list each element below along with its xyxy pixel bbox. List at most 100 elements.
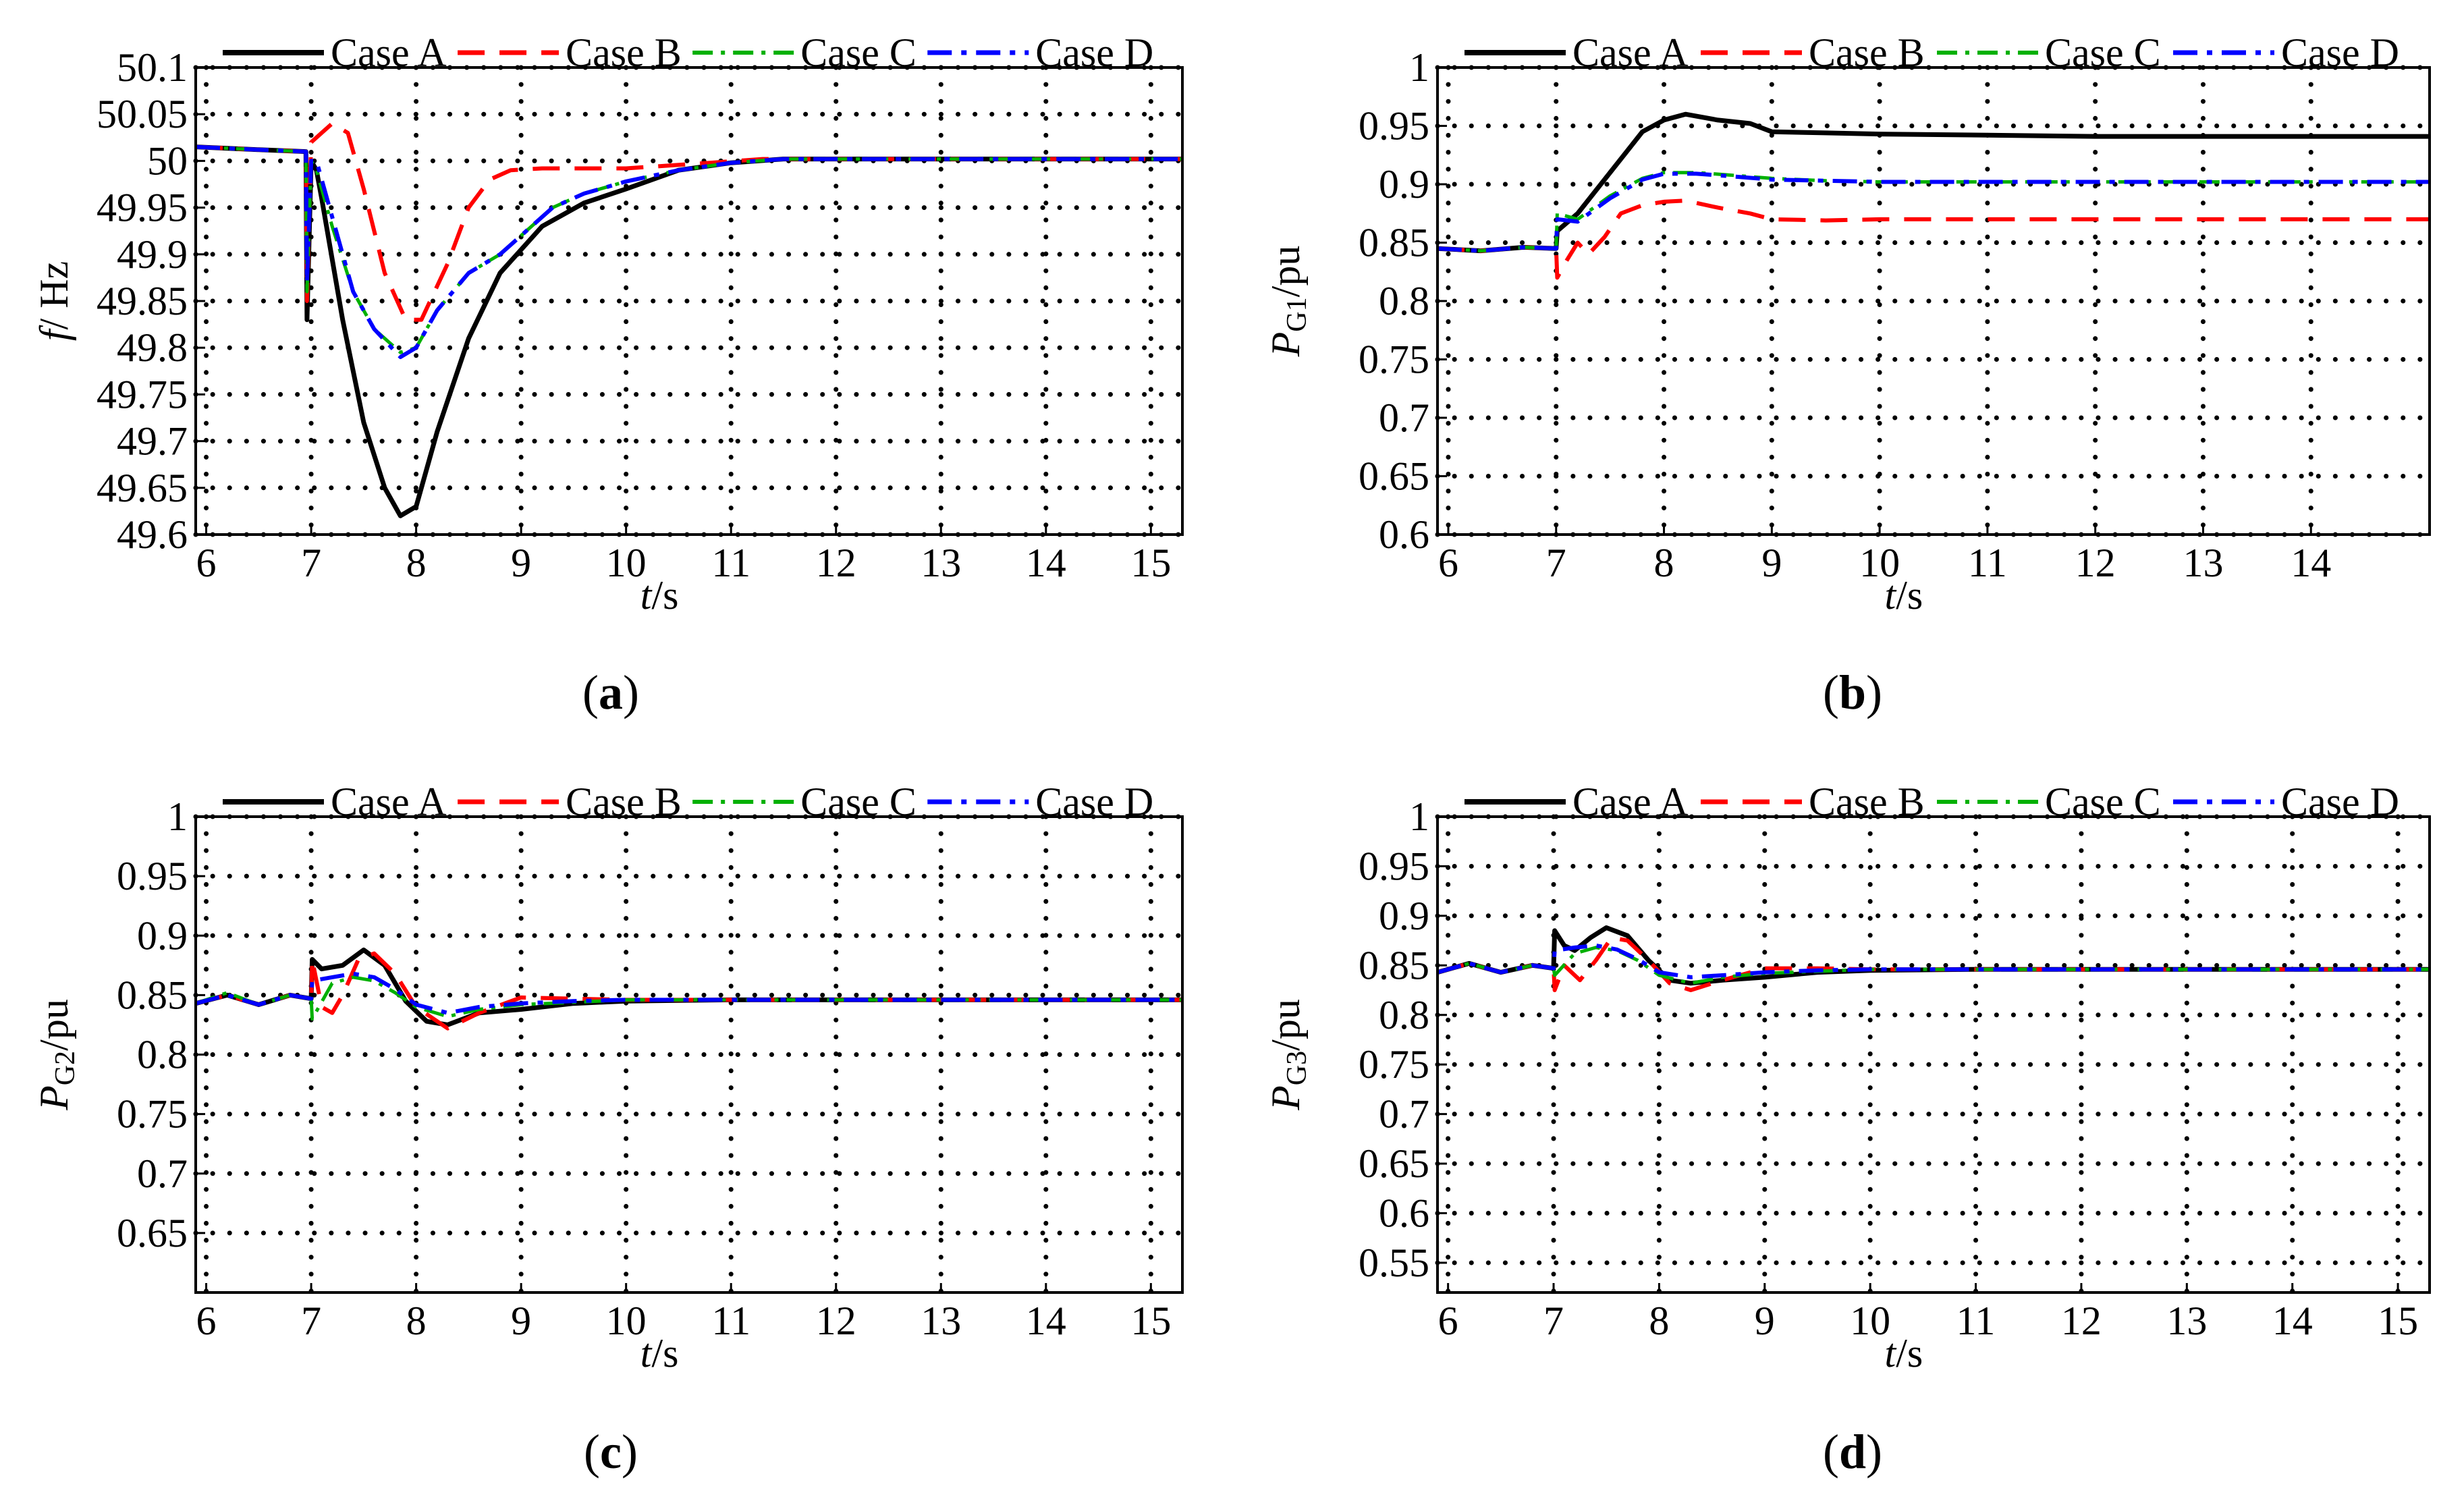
x-tick-label: 8 xyxy=(406,1299,427,1343)
y-tick-label: 0.75 xyxy=(1359,1042,1429,1087)
y-axis-label: PG1/pu xyxy=(1263,246,1313,358)
legend-label: Case D xyxy=(1035,30,1153,75)
y-tick-label: 0.95 xyxy=(117,854,188,898)
y-axis-label-unit: /pu xyxy=(32,999,76,1051)
x-tick-label: 7 xyxy=(1546,541,1566,585)
legend-label: Case D xyxy=(2281,30,2399,75)
y-tick-label: 0.75 xyxy=(117,1092,188,1137)
legend-label: Case C xyxy=(2045,780,2161,824)
x-tick-label: 10 xyxy=(1850,1299,1890,1343)
y-tick-label: 0.65 xyxy=(1359,1141,1429,1186)
x-tick-label: 6 xyxy=(196,1299,217,1343)
y-tick-label: 0.8 xyxy=(137,1033,188,1077)
x-tick-label: 14 xyxy=(2272,1299,2313,1343)
x-tick-label: 14 xyxy=(1026,541,1066,585)
x-axis-label: t/s xyxy=(640,573,679,618)
x-tick-label: 7 xyxy=(301,541,321,585)
x-axis-label: t/s xyxy=(1885,573,1923,618)
x-tick-label: 11 xyxy=(711,541,750,585)
y-tick-label: 0.7 xyxy=(1379,1092,1429,1137)
y-tick-label: 49.7 xyxy=(117,419,188,464)
legend-label: Case A xyxy=(331,780,447,824)
y-tick-label: 0.6 xyxy=(1379,1191,1429,1236)
legend-label: Case B xyxy=(1809,30,1925,75)
panel-label: (a) xyxy=(582,665,639,719)
legend-label: Case D xyxy=(1035,780,1153,824)
x-tick-label: 13 xyxy=(921,1299,961,1343)
panel-a: 6 7 8 9 10 11 12 13 14 1549.649.6549.749.7549.849… xyxy=(32,30,1185,719)
legend-label: Case D xyxy=(2281,780,2399,824)
x-tick-label: 14 xyxy=(2291,541,2331,585)
y-tick-label: 0.8 xyxy=(1379,993,1429,1037)
x-tick-label: 10 xyxy=(606,1299,647,1343)
legend-label: Case C xyxy=(800,30,916,75)
legend: Case A Case B Case C Case D xyxy=(1464,30,2399,75)
y-tick-label: 49.6 xyxy=(117,512,188,557)
y-tick-label: 0.8 xyxy=(1379,279,1429,323)
legend-label: Case B xyxy=(566,780,682,824)
x-tick-label: 13 xyxy=(921,541,961,585)
legend-label: Case B xyxy=(566,30,682,75)
x-tick-label: 11 xyxy=(1956,1299,1996,1343)
x-tick-label: 15 xyxy=(1130,541,1171,585)
x-tick-label: 11 xyxy=(711,1299,750,1343)
y-tick-label: 49.8 xyxy=(117,325,188,370)
panel-label: (c) xyxy=(584,1425,638,1479)
y-tick-label: 49.85 xyxy=(97,279,188,323)
y-tick-label: 0.7 xyxy=(137,1151,188,1196)
legend: Case A Case B Case C Case D xyxy=(1464,780,2399,824)
x-tick-label: 9 xyxy=(511,541,531,585)
series-line-case-d xyxy=(196,144,1182,359)
panel-label-letter: d xyxy=(1839,1425,1866,1479)
y-tick-label: 0.9 xyxy=(1379,162,1429,207)
y-tick-label: 50.1 xyxy=(117,45,188,90)
y-tick-label: 50.05 xyxy=(97,92,188,136)
plot-frame xyxy=(1436,815,2431,1294)
y-tick-label: 0.85 xyxy=(1359,221,1429,265)
y-tick-label: 49.95 xyxy=(97,186,188,230)
y-axis-label-sub: G2 xyxy=(50,1051,81,1085)
y-tick-label: 0.95 xyxy=(1359,844,1429,888)
y-tick-label: 49.9 xyxy=(117,232,188,277)
y-tick-label: 0.65 xyxy=(117,1211,188,1255)
panel-label: (b) xyxy=(1823,665,1882,719)
x-tick-label: 6 xyxy=(1438,541,1458,585)
plot-frame xyxy=(1436,66,2431,536)
y-tick-label: 49.65 xyxy=(97,466,188,510)
legend-label: Case B xyxy=(1809,780,1925,824)
y-tick-label: 0.85 xyxy=(117,973,188,1017)
x-tick-label: 8 xyxy=(1654,541,1674,585)
x-tick-label: 15 xyxy=(2378,1299,2418,1343)
y-tick-label: 0.55 xyxy=(1359,1241,1429,1285)
x-tick-label: 7 xyxy=(301,1299,321,1343)
y-tick-label: 0.6 xyxy=(1379,512,1429,557)
series-group xyxy=(196,121,1182,518)
x-tick-label: 9 xyxy=(511,1299,531,1343)
series-group xyxy=(1438,925,2430,992)
legend-label: Case A xyxy=(1572,30,1689,75)
x-axis-label-var: t xyxy=(1885,573,1897,618)
x-tick-label: 14 xyxy=(1026,1299,1066,1343)
x-tick-label: 8 xyxy=(406,541,427,585)
y-axis-label: PG2/pu xyxy=(32,999,81,1111)
y-tick-label: 1 xyxy=(167,794,188,839)
y-tick-label: 0.95 xyxy=(1359,104,1429,148)
panel-label: (d) xyxy=(1823,1425,1882,1479)
y-tick-label: 49.75 xyxy=(97,372,188,416)
x-tick-label: 11 xyxy=(1968,541,2007,585)
plot-frame xyxy=(194,66,1184,536)
x-tick-label: 12 xyxy=(816,541,856,585)
legend-label: Case C xyxy=(800,780,916,824)
x-tick-label: 8 xyxy=(1649,1299,1669,1343)
y-tick-label: 0.9 xyxy=(1379,894,1429,938)
y-axis-label: f/ Hz xyxy=(32,261,76,341)
y-tick-label: 0.75 xyxy=(1359,337,1429,382)
y-axis-label-sub: G3 xyxy=(1282,1051,1313,1085)
series-line-case-d xyxy=(1438,171,2430,253)
x-tick-label: 13 xyxy=(2166,1299,2207,1343)
y-tick-label: 0.65 xyxy=(1359,454,1429,499)
x-tick-label: 7 xyxy=(1543,1299,1564,1343)
series-line-case-d xyxy=(196,971,1182,1015)
x-axis-label-unit: /s xyxy=(1896,1331,1923,1376)
